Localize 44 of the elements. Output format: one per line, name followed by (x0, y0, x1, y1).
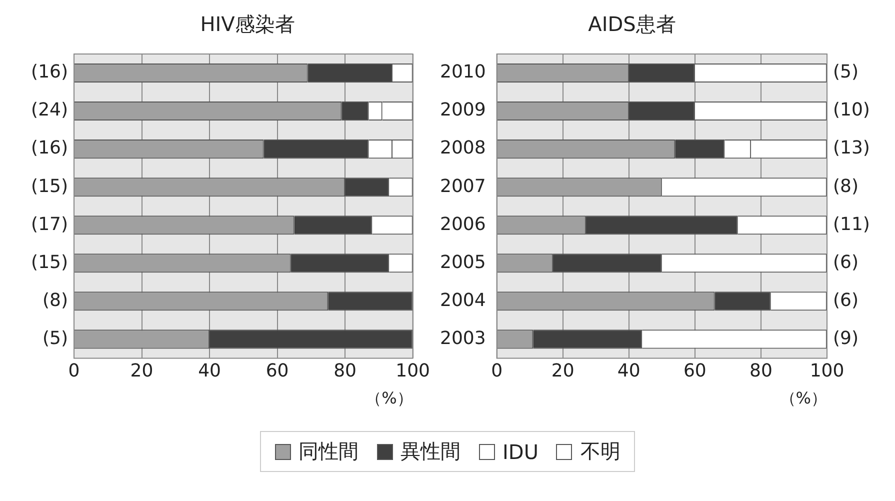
x-tick-label: 60 (266, 360, 289, 382)
text: (9) (833, 328, 858, 349)
text: (6) (833, 290, 858, 311)
chart-title: AIDS患者 (588, 12, 676, 36)
x-tick-label: 100 (810, 360, 844, 382)
legend-label: 不明 (580, 438, 620, 465)
legend-label: 異性間 (400, 438, 461, 465)
text: (16) (31, 62, 68, 83)
legend-label: IDU (502, 440, 538, 464)
text: (5) (833, 62, 858, 83)
text: (16) (31, 138, 68, 159)
text: (5) (42, 328, 68, 349)
x-tick-label: 0 (68, 360, 80, 382)
y-tick-label: 2003 (440, 328, 486, 349)
x-axis-title: （%） (780, 388, 827, 408)
x-axis-title: （%） (366, 388, 413, 408)
text: (17) (31, 214, 68, 235)
text: (8) (42, 290, 68, 311)
x-tick-label: 100 (396, 360, 430, 382)
text: (15) (31, 252, 68, 273)
text: (6) (833, 252, 858, 273)
text: (15) (31, 176, 68, 197)
x-tick-label: 60 (683, 360, 706, 382)
x-tick-label: 0 (491, 360, 503, 382)
x-tick-label: 20 (551, 360, 574, 382)
y-tick-label: 2008 (440, 138, 486, 159)
x-tick-label: 40 (198, 360, 221, 382)
legend-label: 同性間 (298, 438, 359, 465)
text: (11) (833, 214, 870, 235)
x-tick-label: 40 (617, 360, 640, 382)
x-tick-label: 80 (750, 360, 772, 382)
text: (13) (833, 138, 870, 159)
x-tick-label: 80 (334, 360, 357, 382)
y-tick-label: 2005 (440, 252, 486, 273)
text: (24) (31, 100, 68, 121)
y-tick-label: 2004 (440, 290, 486, 311)
y-tick-label: 2006 (440, 214, 486, 235)
y-tick-label: 2007 (440, 176, 486, 197)
chart-title: HIV感染者 (200, 12, 295, 36)
text: (8) (833, 176, 858, 197)
y-tick-label: 2010 (440, 62, 486, 83)
text: (10) (833, 100, 870, 121)
y-tick-label: 2009 (440, 100, 486, 121)
x-tick-label: 20 (130, 360, 154, 382)
